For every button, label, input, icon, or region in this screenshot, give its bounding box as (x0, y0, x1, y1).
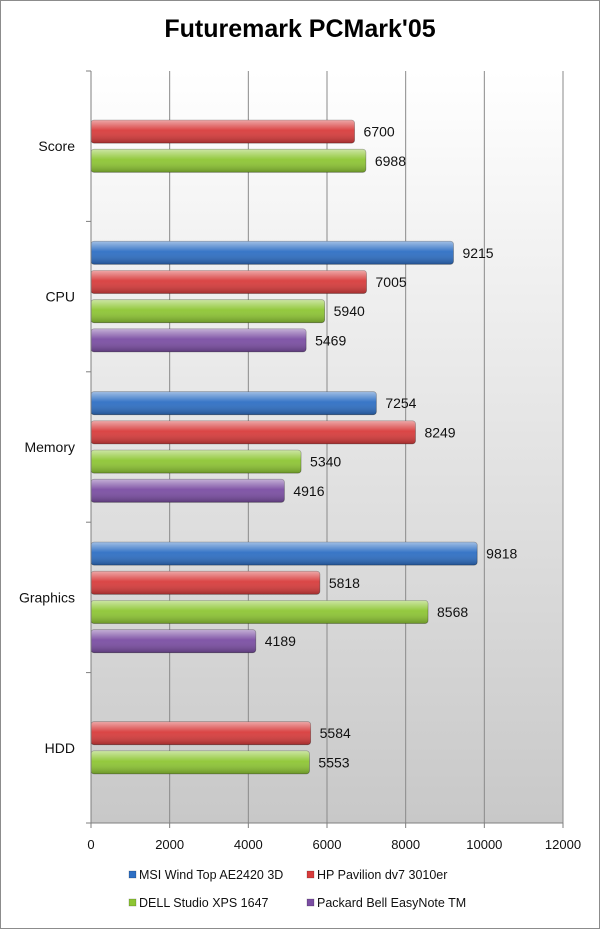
bar-shine (91, 241, 454, 265)
gridlines (169, 71, 564, 823)
bar-shine (91, 479, 285, 503)
bar-shine (91, 120, 355, 144)
bar-shine (91, 328, 307, 352)
x-tick-label: 10000 (466, 837, 502, 852)
data-label: 4189 (265, 633, 296, 649)
x-tick-label: 2000 (155, 837, 184, 852)
bar-shine (91, 391, 377, 415)
category-label: Score (38, 138, 75, 154)
data-label: 7254 (385, 395, 416, 411)
data-label: 8249 (424, 424, 455, 440)
data-label: 9215 (462, 245, 493, 261)
x-tick-label: 0 (87, 837, 94, 852)
data-label: 9818 (486, 546, 517, 562)
bar-shine (91, 270, 367, 294)
bar-shine (91, 542, 478, 566)
chart-title: Futuremark PCMark'05 (164, 15, 436, 43)
data-label: 4916 (293, 483, 324, 499)
x-tick-label: 6000 (313, 837, 342, 852)
legend-swatch (306, 870, 315, 879)
category-label: HDD (45, 740, 75, 756)
legend-label: DELL Studio XPS 1647 (139, 896, 269, 910)
data-label: 5940 (334, 303, 365, 319)
bar-shine (91, 600, 429, 624)
bar-shine (91, 149, 366, 173)
labels: 0 2000 4000 6000 8000 10000 12000 Score CPU Memor… (19, 124, 581, 852)
bars (90, 119, 478, 775)
data-label: 5340 (310, 454, 341, 470)
bar-shine (91, 450, 302, 474)
bar-shine (91, 299, 325, 323)
bar-shine (91, 721, 311, 745)
legend-label: MSI Wind Top AE2420 3D (139, 868, 283, 882)
bar-shine (91, 629, 256, 653)
x-tick-label: 12000 (545, 837, 581, 852)
data-label: 5584 (320, 725, 351, 741)
category-label: Graphics (19, 589, 75, 605)
legend-label: HP Pavilion dv7 3010er (317, 868, 447, 882)
x-tick-label: 8000 (391, 837, 420, 852)
data-label: 6988 (375, 153, 406, 169)
data-label: 6700 (364, 124, 395, 140)
category-label: CPU (45, 289, 75, 305)
bar-shine (91, 571, 320, 595)
data-label: 8568 (437, 604, 468, 620)
category-label: Memory (24, 439, 75, 455)
legend: MSI Wind Top AE2420 3D HP Pavilion dv7 30… (128, 868, 466, 910)
data-label: 5818 (329, 575, 360, 591)
data-label: 5553 (318, 754, 349, 770)
legend-label: Packard Bell EasyNote TM (317, 896, 466, 910)
data-label: 5469 (315, 332, 346, 348)
legend-swatch (128, 898, 137, 907)
x-tick-label: 4000 (234, 837, 263, 852)
legend-swatch (128, 870, 137, 879)
bar-shine (91, 750, 310, 774)
legend-swatch (306, 898, 315, 907)
bar-shine (91, 420, 416, 444)
data-label: 7005 (376, 274, 407, 290)
axes (86, 70, 564, 828)
